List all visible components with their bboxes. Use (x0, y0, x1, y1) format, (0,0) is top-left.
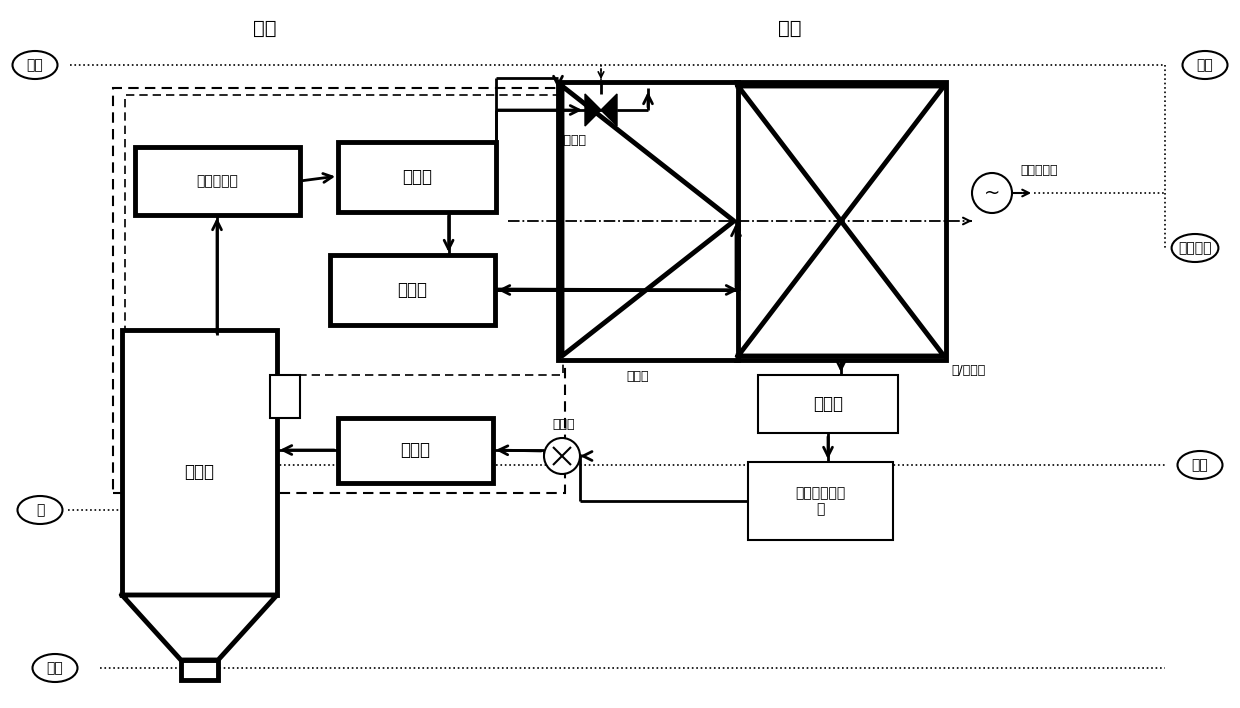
Bar (181, 660, 218, 680)
Bar (113, 88, 565, 493)
Bar (558, 82, 738, 360)
Text: 电厂水处理系
统: 电厂水处理系 统 (795, 486, 846, 516)
Polygon shape (738, 221, 944, 356)
Text: 中/低压缸: 中/低压缸 (951, 365, 986, 377)
Polygon shape (601, 94, 618, 126)
Text: 汽水分离器: 汽水分离器 (196, 174, 238, 188)
Text: ~: ~ (983, 183, 1001, 202)
Text: 煤: 煤 (36, 503, 45, 517)
Ellipse shape (1183, 51, 1228, 79)
Text: 压力: 压力 (1197, 58, 1214, 72)
Text: 再热器: 再热器 (397, 281, 427, 299)
Bar (125, 95, 563, 375)
Ellipse shape (1172, 234, 1219, 262)
Circle shape (544, 438, 580, 474)
Text: 发电功率: 发电功率 (1178, 241, 1211, 255)
Text: 汽机: 汽机 (779, 18, 802, 38)
Text: 冷凝器: 冷凝器 (813, 395, 843, 413)
Text: 锅炉: 锅炉 (253, 18, 277, 38)
Circle shape (972, 173, 1012, 213)
Polygon shape (738, 86, 944, 221)
Bar (339, 142, 496, 212)
Ellipse shape (32, 654, 77, 682)
Polygon shape (585, 94, 601, 126)
Bar (748, 462, 893, 540)
Text: 省煤器: 省煤器 (401, 441, 430, 459)
Polygon shape (122, 595, 277, 660)
Text: 汽轮发电机: 汽轮发电机 (1021, 164, 1058, 178)
Text: 焓值: 焓值 (1192, 458, 1208, 472)
Ellipse shape (1178, 451, 1223, 479)
Text: 调门: 调门 (26, 58, 43, 72)
Text: 给水: 给水 (47, 661, 63, 675)
Ellipse shape (17, 496, 62, 524)
Text: 给水泵: 给水泵 (553, 418, 575, 430)
Bar (122, 330, 277, 595)
Bar (758, 375, 898, 433)
Polygon shape (562, 86, 734, 356)
Bar (270, 375, 300, 418)
Bar (339, 418, 494, 483)
Bar (135, 147, 300, 215)
Ellipse shape (12, 51, 57, 79)
Text: 高压缸: 高压缸 (626, 370, 650, 382)
Bar (737, 82, 946, 360)
Text: 水冷壁: 水冷壁 (184, 463, 215, 481)
Text: 过热器: 过热器 (402, 168, 432, 186)
Text: 主汽调门: 主汽调门 (556, 134, 587, 147)
Bar (330, 255, 495, 325)
